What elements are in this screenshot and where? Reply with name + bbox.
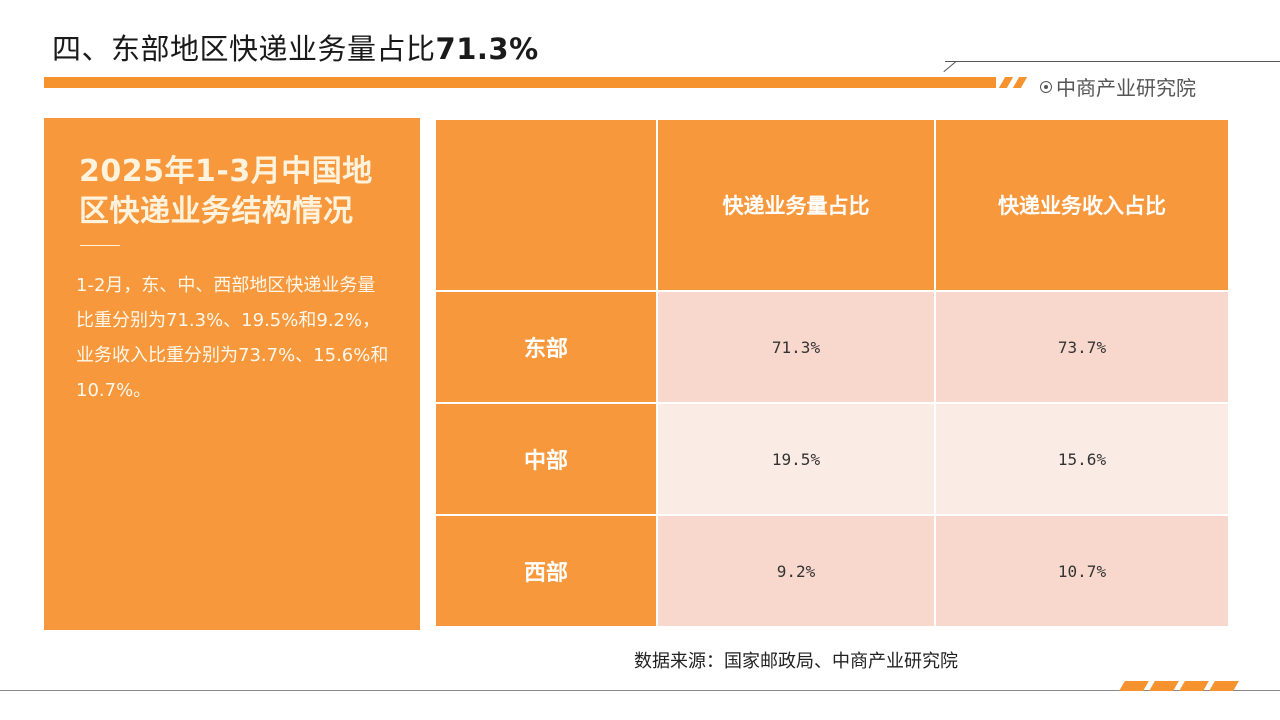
header-thin-diagonal	[943, 61, 957, 73]
table-row: 东部 71.3% 73.7%	[434, 290, 1230, 404]
cell-central-revenue: 15.6%	[934, 402, 1230, 516]
brand-circle-icon	[1040, 80, 1052, 93]
header-accent-bar	[44, 77, 996, 88]
header-volume-share: 快递业务量占比	[656, 118, 936, 292]
row-label-central: 中部	[434, 402, 658, 516]
table-corner-cell	[434, 118, 658, 292]
table-header-row: 快递业务量占比 快递业务收入占比	[434, 118, 1230, 292]
data-source: 数据来源：国家邮政局、中商产业研究院	[634, 651, 958, 672]
table-row: 西部 9.2% 10.7%	[434, 514, 1230, 628]
brand-logo: 中商产业研究院	[1040, 72, 1196, 101]
footer-stripes-decoration	[1118, 681, 1243, 691]
summary-text: 1-2月，东、中、西部地区快递业务量比重分别为71.3%、19.5%和9.2%，…	[76, 275, 389, 402]
cell-east-volume: 71.3%	[656, 290, 936, 404]
cell-west-revenue: 10.7%	[934, 514, 1230, 628]
header-stripes-decoration	[998, 77, 1038, 88]
summary-title: 2025年1-3月中国地区快递业务结构情况	[79, 154, 373, 229]
summary-divider	[80, 245, 120, 247]
title-percentage: 71.3%	[435, 32, 539, 66]
header-revenue-share: 快递业务收入占比	[934, 118, 1230, 292]
cell-east-revenue: 73.7%	[934, 290, 1230, 404]
summary-panel: 2025年1-3月中国地区快递业务结构情况 1-2月，东、中、西部地区快递业务量…	[44, 118, 420, 630]
cell-west-volume: 9.2%	[656, 514, 936, 628]
cell-central-volume: 19.5%	[656, 402, 936, 516]
page-title: 四、东部地区快递业务量占比71.3%	[52, 26, 539, 68]
title-main: 四、东部地区快递业务量占比	[52, 32, 436, 66]
footer-line	[0, 690, 1280, 691]
brand-name: 中商产业研究院	[1056, 76, 1196, 100]
region-share-table: 快递业务量占比 快递业务收入占比 东部 71.3% 73.7% 中部 19.5%…	[434, 118, 1230, 628]
table-row: 中部 19.5% 15.6%	[434, 402, 1230, 516]
header-thin-line	[945, 61, 1280, 62]
row-label-east: 东部	[434, 290, 658, 404]
row-label-west: 西部	[434, 514, 658, 628]
